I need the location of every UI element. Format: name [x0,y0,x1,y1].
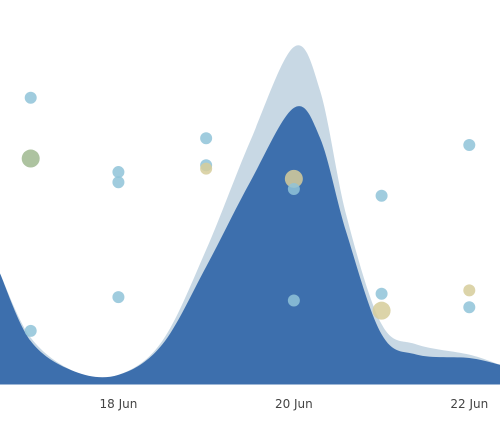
scatter-point[interactable] [284,169,303,188]
scatter-point[interactable] [200,132,213,145]
scatter-point[interactable] [21,149,40,168]
scatter-point[interactable] [24,324,37,337]
scatter-point[interactable] [24,91,37,104]
x-axis-ticks: 18 Jun 20 Jun 22 Jun [99,397,488,411]
scatter-point[interactable] [375,287,388,300]
scatter-point[interactable] [372,301,391,320]
scatter-point[interactable] [463,301,476,314]
x-tick-label: 22 Jun [450,397,488,411]
scatter-point[interactable] [375,189,388,202]
scatter-point[interactable] [287,182,300,195]
scatter-layer [21,91,476,337]
area-layer [0,45,500,385]
scatter-point[interactable] [200,162,213,175]
x-tick-label: 20 Jun [275,397,313,411]
main-area-series [0,106,500,385]
scatter-point[interactable] [463,139,476,152]
scatter-point[interactable] [112,166,125,179]
scatter-point[interactable] [112,291,125,304]
scatter-point[interactable] [112,176,125,189]
scatter-point[interactable] [287,294,300,307]
x-tick-label: 18 Jun [99,397,137,411]
scatter-point[interactable] [463,284,476,297]
